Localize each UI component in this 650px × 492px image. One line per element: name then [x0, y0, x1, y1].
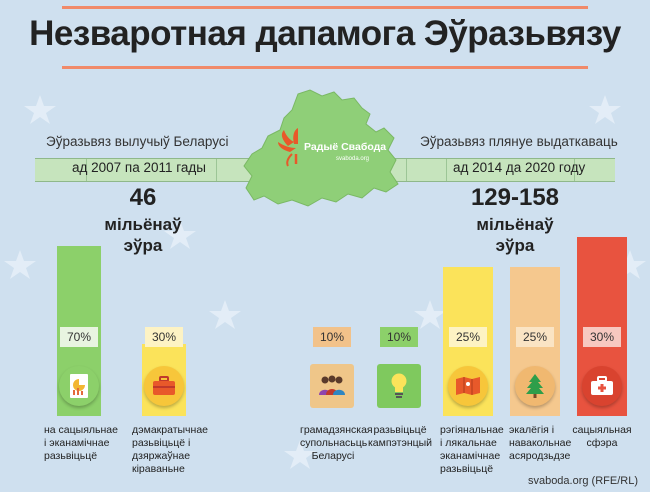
share-icon-badge: [582, 366, 622, 406]
right-amount: 129-158: [470, 184, 560, 211]
left-amount: 46: [129, 184, 157, 211]
map-icon: [456, 377, 480, 395]
left-period: ад 2007 па 2011 гады: [72, 160, 206, 175]
title-rule-top: [62, 6, 588, 9]
right-unit-line2: эўра: [495, 236, 535, 255]
share-percent: 10%: [380, 327, 418, 347]
share-icon-badge: [144, 366, 184, 406]
share-icon-badge: [515, 366, 555, 406]
share-icon-badge: [59, 366, 99, 406]
strip-segment: [35, 159, 87, 181]
lightbulb-icon: [391, 373, 407, 398]
share-icon-badge: [448, 366, 488, 406]
strip-segment: [447, 159, 575, 181]
logo-icon: [278, 128, 298, 167]
logo-site: svaboda.org: [336, 156, 369, 162]
share-icon-badge: [377, 364, 421, 408]
source-credit: svaboda.org (RFE/RL): [527, 475, 638, 487]
strip-segment: [407, 159, 447, 181]
briefcase-icon: [153, 376, 175, 395]
share-percent: 10%: [313, 327, 351, 347]
tree-icon: [526, 374, 544, 398]
strip-segment: [87, 159, 217, 181]
chart-document-icon: [70, 374, 88, 398]
share-percent: 70%: [60, 327, 98, 347]
right-unit-line1: мільёнаў: [476, 215, 554, 234]
share-caption: экалёгія і навакольнае асяродзьдзе: [509, 424, 572, 462]
share-icon-badge: [310, 364, 354, 408]
right-heading: Эўразьвяз плянуе выдаткаваць: [420, 134, 618, 149]
share-percent: 30%: [583, 327, 621, 347]
people-group-icon: [319, 375, 345, 395]
share-percent: 30%: [145, 327, 183, 347]
share-percent: 25%: [516, 327, 554, 347]
share-caption: дэмакратычнае разьвіцьцё і дзяржаўнае кірав…: [132, 424, 209, 475]
share-percent: 25%: [449, 327, 487, 347]
share-caption: разьвіцьцё кампэтэнцый: [367, 424, 433, 449]
left-unit-line2: эўра: [123, 236, 163, 255]
share-caption: грамадзянская супольнасьць Беларусі: [300, 424, 373, 462]
share-caption: на сацыяльнае і эканамічнае разьвіцьцё: [44, 424, 118, 462]
title-rule-bottom: [62, 66, 588, 69]
left-unit-line1: мільёнаў: [104, 215, 182, 234]
share-caption: рэгіянальнае і лякальнае эканамічнае разьві…: [440, 424, 504, 475]
first-aid-kit-icon: [591, 376, 613, 395]
left-heading: Эўразьвяз вылучыў Беларусі: [46, 134, 229, 149]
right-period: ад 2014 да 2020 году: [453, 160, 586, 175]
belarus-map: Радыё Свабода svaboda.org: [243, 89, 399, 207]
logo-name: Радыё Свабода: [304, 141, 386, 153]
share-caption: сацыяльная сфэра: [572, 424, 632, 449]
strip-segment: [217, 159, 407, 181]
page-title: Незваротная дапамога Эўразьвязу: [29, 14, 621, 53]
